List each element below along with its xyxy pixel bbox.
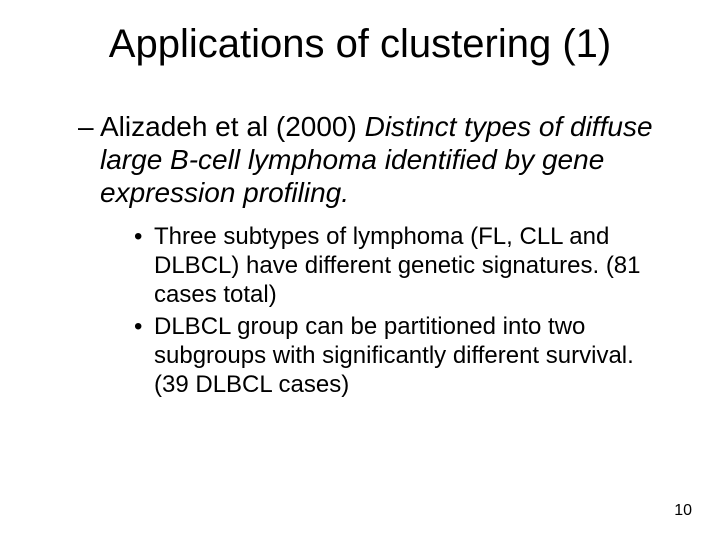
slide-body: –Alizadeh et al (2000) Distinct types of… [78,110,658,404]
slide-title: Applications of clustering (1) [0,22,720,67]
sub-bullet-list: Three subtypes of lymphoma (FL, CLL and … [78,223,658,400]
slide: Applications of clustering (1) –Alizadeh… [0,0,720,540]
level1-prefix: Alizadeh et al (2000) [100,111,365,142]
bullet-level1: –Alizadeh et al (2000) Distinct types of… [78,110,658,209]
page-number: 10 [674,502,692,520]
dash-bullet-icon: – [78,110,100,143]
list-item: DLBCL group can be partitioned into two … [134,313,658,399]
list-item: Three subtypes of lymphoma (FL, CLL and … [134,223,658,309]
